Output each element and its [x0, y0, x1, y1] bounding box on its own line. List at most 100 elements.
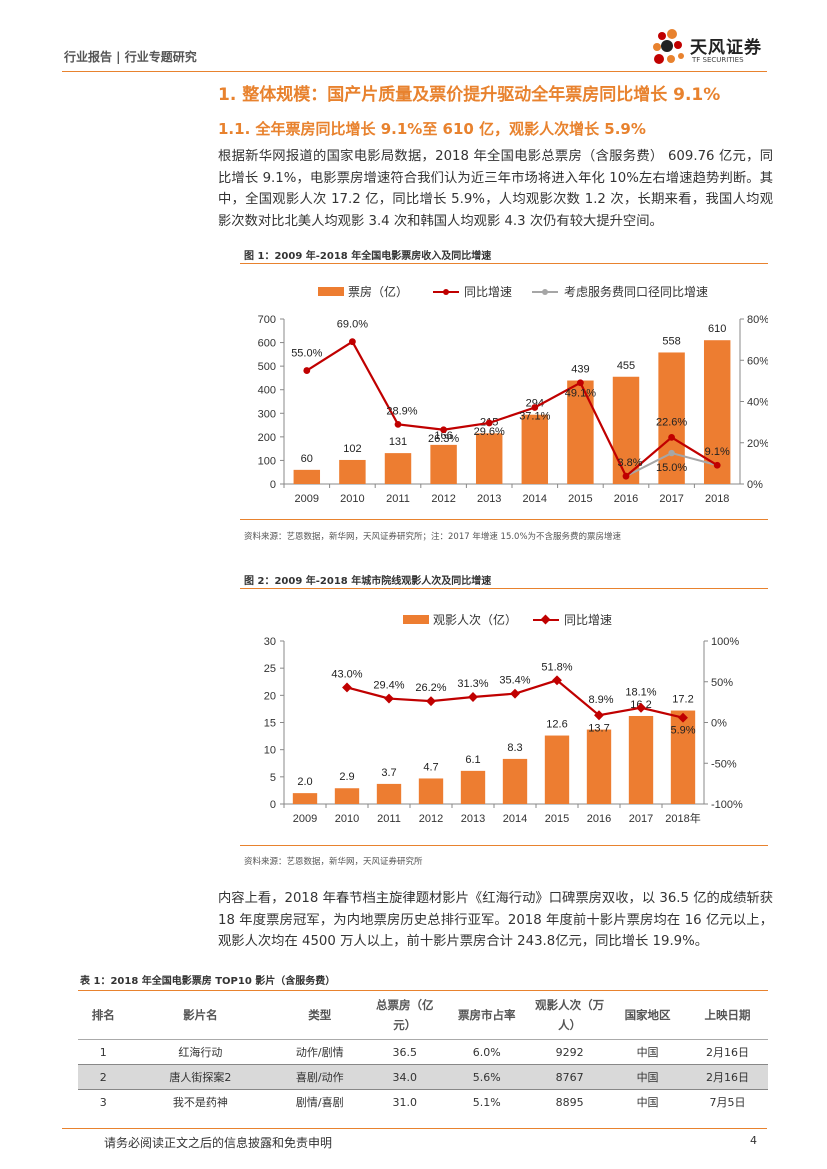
y-tick-label: 0	[270, 479, 276, 491]
growth-point	[622, 472, 630, 480]
bar-value-label: 558	[662, 335, 680, 347]
growth-value-label: 51.8%	[541, 661, 572, 673]
growth-value-label: 22.6%	[656, 416, 687, 428]
bar-value-label: 610	[708, 323, 726, 335]
x-tick-label: 2016	[587, 813, 611, 825]
bar	[384, 453, 412, 484]
bar	[292, 793, 318, 804]
col-admissions: 观影人次（万人）	[531, 990, 609, 1040]
bar	[628, 715, 654, 804]
table-cell: 中国	[608, 1064, 688, 1090]
table-cell: 喜剧/动作	[272, 1064, 368, 1090]
growth-point	[384, 693, 394, 704]
y-tick-label: 700	[258, 314, 276, 326]
growth-point	[303, 367, 311, 374]
y-tick-label: 600	[258, 338, 276, 350]
growth-value-label: 28.9%	[386, 405, 417, 417]
growth-point	[668, 433, 675, 441]
growth-value-label: 49.1%	[565, 388, 596, 400]
table-cell: 6.0%	[472, 1045, 501, 1059]
figure2-source: 资料来源：艺恩数据，新华网，天风证券研究所	[244, 857, 423, 867]
legend-bar-label: 票房（亿）	[348, 284, 408, 299]
bar-value-label: 3.7	[381, 767, 396, 779]
growth-value-label: 26.3%	[428, 433, 459, 445]
x-tick-label: 2009	[295, 493, 319, 505]
y2-tick-label: 0%	[747, 479, 763, 491]
table-cell: 34.0	[367, 1064, 443, 1090]
table-cell: 31.0	[392, 1095, 418, 1109]
table1-title: 表 1：2018 年全国电影票房 TOP10 影片（含服务费）	[80, 976, 336, 987]
bar	[567, 380, 594, 484]
growth-value-label: 5.9%	[670, 725, 695, 737]
admissions-chart: 观影人次（亿） 同比增速 0 5 10 15 20 25 30 -100% -50% 0% 50% 1…	[264, 612, 743, 825]
growth-value-label: 18.1%	[625, 687, 656, 699]
footer-disclaimer: 请务必阅读正文之后的信息披露和免责申明	[104, 1136, 333, 1150]
growth-value-label: 35.4%	[499, 675, 530, 687]
growth-point	[349, 338, 356, 346]
footer-divider	[62, 1128, 767, 1129]
y2-tick-label: 60%	[747, 355, 768, 367]
growth-point	[552, 675, 562, 686]
bar-value-label: 17.2	[672, 694, 693, 706]
y2-tick-label: 40%	[747, 397, 768, 409]
table-cell: 2	[78, 1064, 129, 1090]
bar-value-label: 8.3	[507, 742, 522, 754]
col-share: 票房市占率	[442, 990, 532, 1040]
brand-name: 天风证券	[690, 38, 762, 58]
bar	[544, 735, 570, 804]
y-tick-label: 500	[258, 361, 276, 373]
bar	[586, 729, 612, 804]
figure2-title: 图 2：2009 年-2018 年城市院线观影人次及同比增速	[244, 576, 492, 587]
table-cell: 2月16日	[687, 1064, 768, 1090]
y-tick-label: 15	[264, 718, 276, 730]
growth-value-label: 8.9%	[588, 694, 613, 706]
growth-value-label: 26.2%	[415, 682, 446, 694]
y-tick-label: 0	[270, 799, 276, 811]
figure2-bottom-rule	[240, 845, 768, 846]
x-tick-label: 2009	[293, 813, 317, 825]
x-tick-label: 2018年	[665, 811, 700, 825]
table-cell: 36.5	[392, 1045, 418, 1059]
x-tick-label: 2014	[503, 813, 527, 825]
bar	[293, 469, 321, 484]
y2-tick-label: -100%	[711, 799, 743, 811]
growth-point	[510, 688, 520, 699]
growth-point	[678, 712, 688, 723]
figure1-top-rule	[240, 263, 768, 264]
x-tick-label: 2013	[461, 813, 485, 825]
legend-line-label: 同比增速	[464, 285, 512, 299]
y-tick-label: 30	[264, 636, 276, 648]
bar-value-label: 294	[526, 398, 544, 410]
legend-line2-marker	[542, 289, 548, 295]
y-tick-label: 10	[264, 745, 276, 757]
table-cell: 红海行动	[178, 1046, 223, 1059]
table-row: 3 我不是药神 剧情/喜剧 31.0 5.1% 8895 中国 7月5日	[78, 1090, 768, 1115]
growth-value-label: 31.3%	[457, 678, 488, 690]
x-tick-label: 2010	[335, 813, 359, 825]
bar-value-label: 6.1	[465, 754, 480, 766]
growth-point	[577, 379, 584, 387]
bar	[430, 444, 457, 484]
table-cell: 5.6%	[442, 1064, 532, 1090]
bar	[475, 433, 503, 484]
growth-point	[713, 461, 721, 469]
figure1-title: 图 1：2009 年-2018 年全国电影票房收入及同比增速	[244, 251, 492, 262]
table-cell: 唐人街探案2	[128, 1064, 273, 1090]
growth-point	[426, 696, 436, 707]
x-tick-label: 2017	[659, 493, 683, 505]
growth-point	[394, 420, 402, 428]
grey-growth-label: 15.0%	[656, 462, 687, 474]
x-tick-label: 2018	[705, 493, 729, 505]
top10-table: 排名 影片名 类型 总票房（亿元） 票房市占率 观影人次（万人） 国家地区 上映…	[78, 990, 768, 1114]
growth-point	[342, 682, 352, 693]
x-tick-label: 2010	[340, 493, 364, 505]
y-tick-label: 300	[258, 408, 276, 420]
y2-tick-label: 50%	[711, 677, 733, 689]
intro-paragraph: 根据新华网报道的国家电影局数据，2018 年全国电影总票房（含服务费） 609.…	[218, 149, 773, 229]
growth-point	[468, 692, 478, 702]
y2-tick-label: -50%	[711, 758, 737, 770]
growth-value-label: 29.6%	[474, 426, 505, 438]
growth-value-label: 55.0%	[291, 348, 322, 360]
brand-logo-icon	[653, 29, 684, 64]
bar-value-label: 12.6	[546, 719, 567, 731]
